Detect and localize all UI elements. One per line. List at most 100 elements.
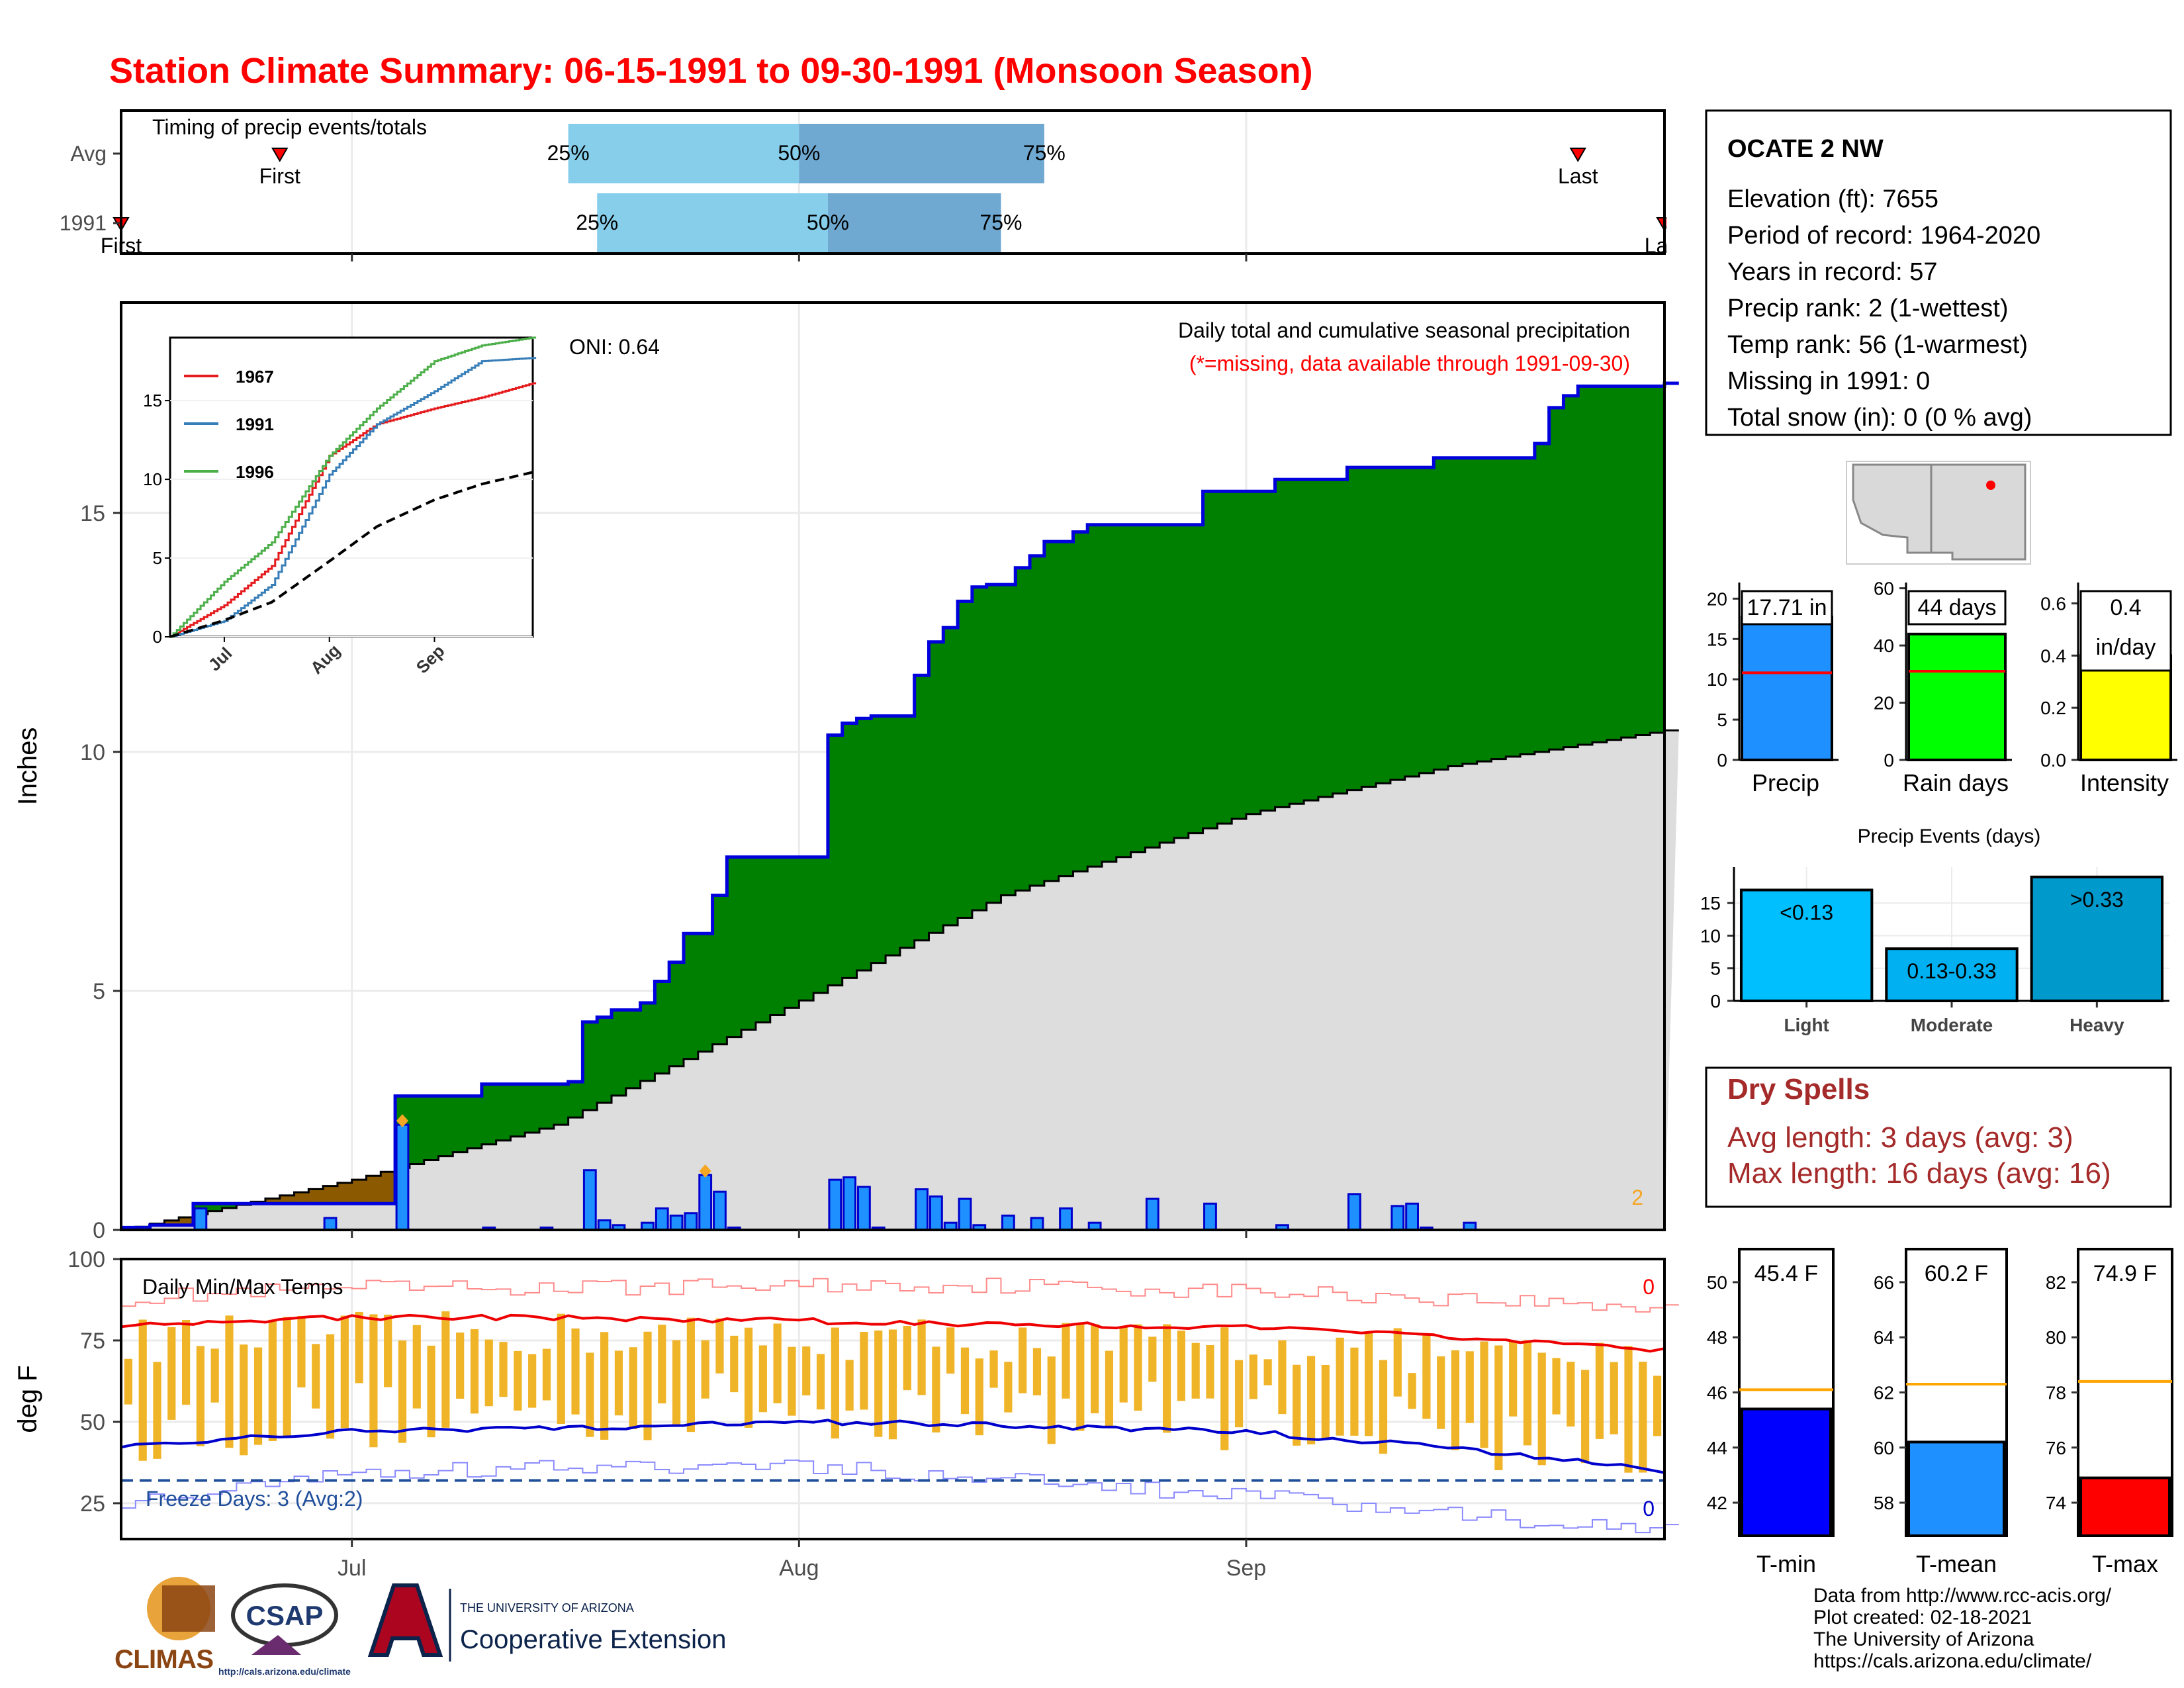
daily-temp-bar bbox=[1393, 1328, 1402, 1397]
daily-temp-bar bbox=[860, 1332, 868, 1410]
first-event-marker bbox=[271, 148, 289, 162]
tsum-category-label: T-mean bbox=[1916, 1550, 1997, 1577]
daily-temp-bar bbox=[643, 1331, 652, 1440]
events-bar-label: >0.33 bbox=[2070, 888, 2124, 912]
inset-y-tick-label: 5 bbox=[153, 548, 162, 568]
daily-temp-bar bbox=[283, 1317, 291, 1438]
tsum-y-tick-label: 78 bbox=[2046, 1383, 2066, 1403]
tsum-y-tick-label: 74 bbox=[2046, 1493, 2066, 1513]
tsum-value-label: 60.2 F bbox=[1925, 1261, 1988, 1286]
daily-temp-bar bbox=[369, 1314, 378, 1448]
cold-days-count: 0 bbox=[1643, 1497, 1655, 1521]
station-info-box: OCATE 2 NW Elevation (ft): 7655 Period of … bbox=[1705, 109, 2172, 436]
timing-q25-label: 25% bbox=[547, 141, 590, 165]
daily-temp-bar bbox=[932, 1346, 940, 1432]
daily-temp-bar bbox=[758, 1345, 767, 1413]
daily-temp-bar bbox=[1581, 1370, 1590, 1464]
events-category-label: Moderate bbox=[1911, 1015, 1993, 1035]
record-min-line bbox=[121, 1459, 1679, 1534]
daily-temp-bar bbox=[355, 1311, 363, 1383]
station-info-frame bbox=[1705, 109, 2172, 436]
summary-bar-Rain days bbox=[1907, 632, 2007, 761]
events-bar-Heavy bbox=[2030, 875, 2164, 1003]
daily-temp-bar bbox=[210, 1348, 219, 1403]
daily-temp-bar bbox=[1293, 1364, 1301, 1446]
daily-precip-bar bbox=[1001, 1214, 1015, 1231]
temp-y-tick-label: 75 bbox=[80, 1329, 105, 1354]
daily-temp-bar bbox=[1321, 1364, 1330, 1439]
events-title: Precip Events (days) bbox=[1858, 825, 2041, 847]
daily-temp-bar bbox=[658, 1325, 666, 1404]
tsum-y-tick-label: 66 bbox=[1874, 1272, 1894, 1293]
daily-temp-bar bbox=[1032, 1348, 1042, 1395]
tsum-y-tick-label: 44 bbox=[1707, 1438, 1727, 1458]
inset-legend-label: 1991 bbox=[236, 414, 274, 434]
dry-spells-box: Dry Spells Avg length: 3 days (avg: 3)Max… bbox=[1705, 1066, 2172, 1208]
footer-line: The University of Arizona bbox=[1813, 1628, 2034, 1650]
tsum-y-tick-label: 50 bbox=[1707, 1272, 1727, 1293]
daily-precip-bar bbox=[582, 1169, 597, 1231]
daily-temp-bar bbox=[816, 1354, 825, 1410]
tsum-category-label: T-min bbox=[1756, 1550, 1816, 1577]
daily-temp-bar bbox=[384, 1314, 392, 1387]
daily-precip-bar bbox=[929, 1195, 943, 1231]
temp-y-tick-label: 100 bbox=[68, 1247, 105, 1272]
daily-precip-bar bbox=[323, 1217, 338, 1231]
tsum-y-tick-label: 58 bbox=[1874, 1493, 1894, 1513]
ua-logo-big-text: Cooperative Extension bbox=[460, 1625, 726, 1654]
summary-y-tick-label: 15 bbox=[1707, 629, 1727, 649]
station-info-line: Period of record: 1964-2020 bbox=[1727, 222, 2040, 250]
ua-logo-mark bbox=[367, 1583, 443, 1657]
daily-precip-bar bbox=[1145, 1197, 1160, 1231]
summary-y-tick-label: 10 bbox=[1707, 669, 1727, 690]
summary-value-label: 44 days bbox=[1917, 595, 1996, 620]
precip-y-axis-title: Inches bbox=[13, 727, 42, 806]
daily-temp-bar bbox=[138, 1319, 147, 1461]
timing-q50-label: 50% bbox=[807, 211, 849, 234]
extreme-count-label: 2 bbox=[1631, 1186, 1643, 1209]
daily-precip-bar bbox=[1347, 1193, 1361, 1231]
daily-temp-bar bbox=[1278, 1340, 1287, 1415]
events-y-tick-label: 10 bbox=[1700, 925, 1721, 946]
temp-y-tick-label: 25 bbox=[80, 1491, 105, 1517]
daily-precip-bar bbox=[857, 1186, 871, 1231]
extreme-event-marker bbox=[699, 1164, 711, 1178]
timing-q75-label: 75% bbox=[1023, 141, 1066, 165]
daily-temp-bar bbox=[903, 1325, 911, 1391]
precip-summary-bars: 0 5 10 15 20 17.71 in Precip 0 20 40 60 44 days Rain… bbox=[1707, 579, 2177, 796]
daily-temp-bar bbox=[1595, 1342, 1604, 1439]
precip-y-tick-label: 0 bbox=[93, 1218, 105, 1243]
tsum-y-tick-label: 64 bbox=[1874, 1327, 1894, 1348]
logos: CLIMAS CSAP http://cals.arizona.edu/climat… bbox=[114, 1577, 726, 1677]
daily-temp-bar bbox=[1177, 1331, 1185, 1401]
daily-temp-bar bbox=[1234, 1360, 1244, 1428]
daily-temp-bar bbox=[427, 1345, 435, 1438]
temp-frame bbox=[120, 1258, 1666, 1540]
events-bar-label: <0.13 bbox=[1780, 900, 1833, 924]
summary-category-label: Rain days bbox=[1903, 769, 2009, 796]
inset-y-tick-label: 15 bbox=[143, 391, 162, 410]
inset-y-tick-label: 10 bbox=[143, 469, 162, 489]
extreme-event-marker bbox=[396, 1114, 408, 1128]
daily-temp-bar bbox=[1653, 1376, 1662, 1436]
events-y-tick-label: 0 bbox=[1710, 991, 1721, 1011]
summary-y-tick-label: 20 bbox=[1707, 588, 1727, 609]
daily-temp-bar bbox=[124, 1358, 132, 1405]
daily-temp-bar bbox=[1134, 1324, 1142, 1411]
station-info-line: Total snow (in): 0 (0 % avg) bbox=[1727, 404, 2032, 432]
daily-temp-bar bbox=[1465, 1351, 1474, 1423]
daily-temp-bar bbox=[1206, 1344, 1214, 1399]
daily-temp-bar bbox=[1379, 1360, 1388, 1454]
events-bar-label: 0.13-0.33 bbox=[1907, 959, 1996, 983]
daily-temp-bar bbox=[1249, 1354, 1257, 1399]
daily-precip-bar bbox=[842, 1176, 857, 1231]
summary-y-tick-label: 0.0 bbox=[2040, 750, 2066, 771]
daily-precip-bar bbox=[915, 1188, 929, 1231]
daily-temp-bar bbox=[701, 1340, 709, 1399]
daily-temp-bar bbox=[1480, 1341, 1488, 1448]
avg-min-line bbox=[120, 1419, 1665, 1474]
daily-temp-bar bbox=[1408, 1373, 1416, 1409]
daily-temp-bar bbox=[614, 1350, 623, 1416]
events-y-tick-label: 15 bbox=[1700, 893, 1721, 914]
